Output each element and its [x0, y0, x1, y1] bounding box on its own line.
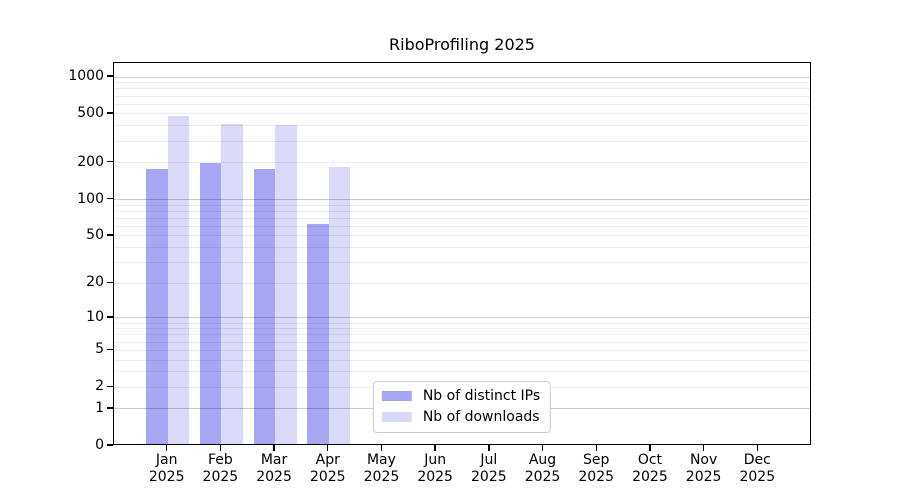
x-tick-label: Jul 2025 — [471, 452, 507, 485]
gridline — [114, 225, 810, 227]
x-tick-label: Feb 2025 — [202, 452, 239, 485]
legend: Nb of distinct IPs Nb of downloads — [372, 381, 552, 433]
y-tick-label: 1 — [95, 399, 104, 416]
x-tick-mark — [219, 445, 222, 451]
y-tick-mark — [107, 197, 113, 200]
gridline — [114, 282, 810, 284]
y-tick-mark — [107, 112, 113, 114]
gridline — [114, 76, 810, 78]
x-tick-label: Jun 2025 — [417, 452, 453, 485]
x-tick-mark — [488, 445, 490, 451]
bar-distinct-ips — [199, 162, 222, 444]
bar-downloads — [328, 166, 351, 444]
chart-title: RiboProfiling 2025 — [389, 35, 535, 54]
x-tick-mark — [541, 445, 544, 451]
gridline — [114, 217, 810, 219]
y-tick-mark — [107, 75, 113, 77]
gridline — [114, 334, 810, 336]
legend-swatch-distinct-ips — [381, 391, 412, 401]
x-tick-label: Dec 2025 — [739, 452, 776, 485]
y-tick-label: 10 — [86, 308, 104, 325]
gridline — [114, 322, 810, 324]
y-tick-label: 100 — [77, 190, 104, 207]
y-tick-mark — [107, 348, 113, 350]
bars-layer — [114, 63, 810, 444]
bar-distinct-ips — [253, 169, 276, 444]
y-tick-mark — [107, 281, 113, 284]
legend-label: Nb of downloads — [422, 409, 540, 425]
legend-swatch-downloads — [381, 412, 412, 422]
gridline — [114, 328, 810, 330]
gridline — [114, 103, 810, 105]
x-tick-label: May 2025 — [363, 452, 400, 485]
gridline — [114, 341, 810, 343]
y-tick-label: 200 — [77, 153, 104, 170]
y-tick-mark — [107, 234, 113, 236]
y-tick-label: 2 — [95, 378, 104, 395]
x-tick-label: Mar 2025 — [256, 452, 292, 485]
gridline — [114, 204, 810, 206]
y-tick-label: 50 — [86, 226, 104, 243]
gridline — [114, 140, 810, 142]
y-tick-mark — [107, 316, 113, 318]
y-tick-mark — [107, 407, 113, 409]
x-tick-label: Apr 2025 — [309, 452, 346, 485]
y-tick-label: 1000 — [68, 68, 104, 84]
x-tick-label: Nov 2025 — [685, 452, 722, 485]
gridline — [114, 262, 810, 264]
gridline — [114, 349, 810, 351]
y-tick-mark — [107, 385, 113, 387]
y-tick-label: 20 — [86, 274, 104, 291]
gridline — [114, 162, 810, 164]
plot-area: Nb of distinct IPs Nb of downloads — [113, 62, 811, 445]
legend-item-downloads: Nb of downloads — [381, 409, 540, 425]
bar-distinct-ips — [307, 223, 329, 444]
x-tick-mark — [380, 445, 383, 451]
gridline — [114, 317, 810, 319]
bar-downloads — [275, 125, 297, 444]
x-tick-label: Aug 2025 — [524, 452, 561, 485]
y-tick-mark — [107, 444, 113, 446]
y-tick-label: 500 — [77, 104, 104, 121]
y-tick-label: 0 — [95, 437, 104, 453]
legend-label: Nb of distinct IPs — [422, 388, 541, 404]
y-tick-mark — [107, 161, 113, 163]
x-tick-mark — [273, 445, 275, 451]
gridline — [114, 113, 810, 115]
gridline — [114, 88, 810, 90]
x-tick-mark — [165, 445, 168, 451]
gridline — [114, 82, 810, 84]
x-tick-mark — [649, 445, 651, 451]
y-tick-label: 5 — [95, 341, 104, 358]
gridline — [114, 199, 810, 200]
bar-downloads — [167, 116, 190, 444]
x-tick-mark — [702, 445, 705, 451]
bar-distinct-ips — [146, 168, 168, 444]
x-tick-label: Jan 2025 — [148, 452, 185, 485]
x-tick-mark — [756, 445, 758, 451]
x-tick-mark — [595, 445, 597, 451]
bar-downloads — [221, 123, 243, 444]
gridline — [114, 235, 810, 237]
x-tick-label: Sep 2025 — [578, 452, 615, 485]
gridline — [114, 371, 810, 373]
legend-item-distinct-ips: Nb of distinct IPs — [381, 388, 541, 404]
gridline — [114, 210, 810, 212]
gridline — [114, 125, 810, 127]
gridline — [114, 95, 810, 97]
gridline — [114, 247, 810, 249]
x-tick-mark — [327, 445, 329, 451]
gridline — [114, 359, 810, 361]
x-tick-mark — [434, 445, 436, 451]
x-tick-label: Oct 2025 — [632, 452, 668, 485]
